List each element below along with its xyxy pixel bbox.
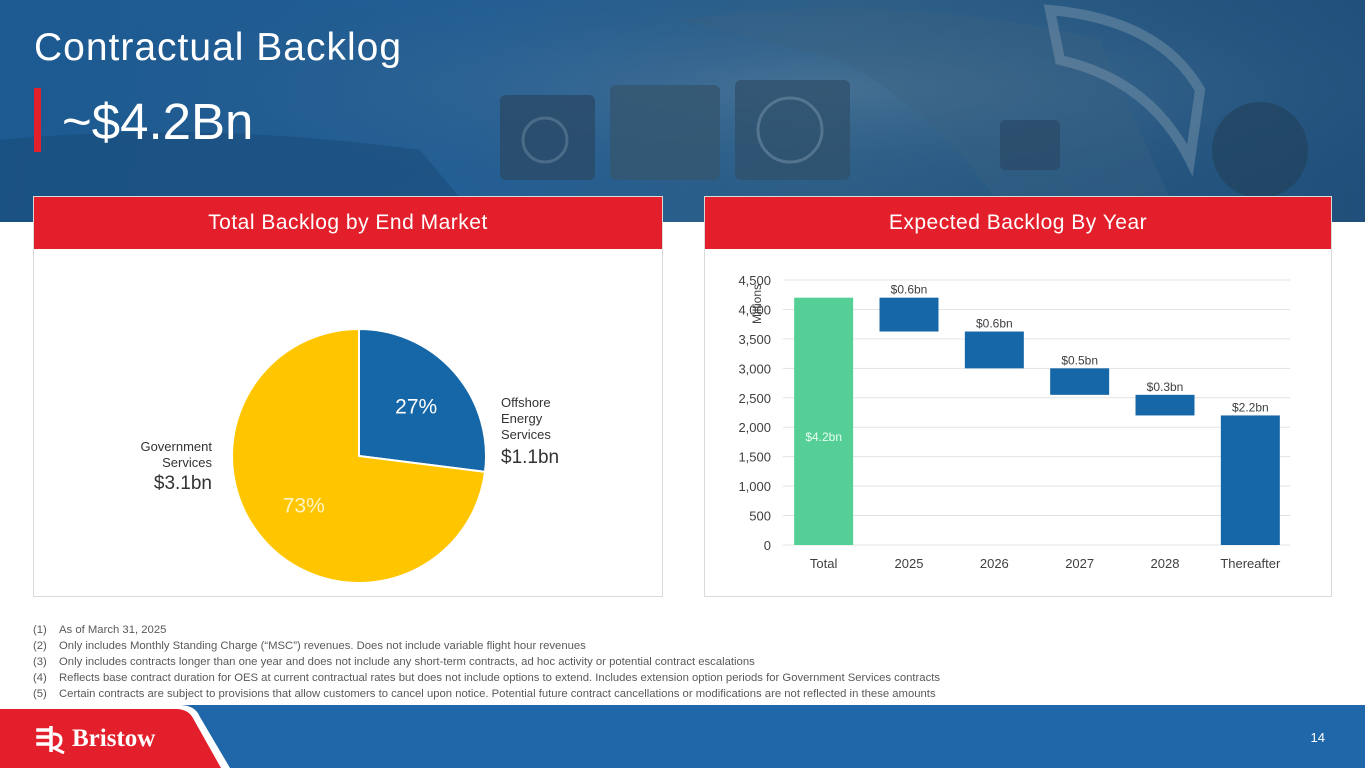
bar <box>794 297 854 545</box>
header-banner <box>0 0 1365 222</box>
y-tick-label: 2,500 <box>738 391 771 406</box>
footnote-text: Certain contracts are subject to provisi… <box>59 688 936 700</box>
bar <box>1135 394 1195 416</box>
y-axis-label: Millions <box>750 284 764 324</box>
offshore-label-line: Offshore <box>501 395 551 410</box>
y-tick-label: 0 <box>764 538 771 553</box>
page-title: Contractual Backlog <box>34 26 403 69</box>
panel-title-end-market: Total Backlog by End Market <box>34 197 662 249</box>
footnote-text: Only includes contracts longer than one … <box>59 656 755 668</box>
footnote: (2) Only includes Monthly Standing Charge… <box>33 638 1233 654</box>
footnote-number: (4) <box>33 672 47 684</box>
bar-data-label: $0.6bn <box>891 283 928 297</box>
footnote-number: (2) <box>33 640 47 652</box>
bristow-logo: Bristow <box>36 724 155 754</box>
bar <box>1220 415 1280 545</box>
title-accent-bar <box>34 88 41 152</box>
bar <box>1050 368 1110 395</box>
page-number: 14 <box>1310 730 1325 745</box>
bar-data-label: $0.5bn <box>1061 353 1098 367</box>
pie-chart: 27% 73% <box>231 327 487 584</box>
backlog-by-year-panel: Expected Backlog By Year 0 500 1,000 1,500 2… <box>704 196 1332 597</box>
bar-data-label: $0.3bn <box>1147 380 1184 394</box>
pie-chart-area: 27% 73% Offshore Energy Services $1.1bn G… <box>34 249 662 597</box>
footnote: (3) Only includes contracts longer than o… <box>33 654 1233 670</box>
x-category-label: Thereafter <box>1220 556 1281 571</box>
government-services-amount: $3.1bn <box>153 473 212 494</box>
y-tick-label: 3,000 <box>738 361 771 376</box>
footnote-number: (1) <box>33 624 47 636</box>
bar-data-label: $0.6bn <box>976 317 1013 331</box>
government-label-line: Government <box>140 439 212 454</box>
footnote: (1) As of March 31, 2025 <box>33 622 1233 638</box>
bar-chart-area: 0 500 1,000 1,500 2,000 2,500 3,000 3,500 4,000 4… <box>705 249 1331 597</box>
x-category-label: 2025 <box>895 556 924 571</box>
x-category-label: Total <box>810 556 838 571</box>
footnotes: (1) As of March 31, 2025 (2) Only includes… <box>33 622 1233 702</box>
pie-slice <box>231 327 487 584</box>
bar <box>879 297 939 332</box>
footnote-text: Only includes Monthly Standing Charge (“… <box>59 640 586 652</box>
waterfall-bar-chart: 0 500 1,000 1,500 2,000 2,500 3,000 3,500 4,000 4… <box>738 273 1290 571</box>
cockpit-background-image <box>0 0 1365 222</box>
pie-percent-label: 27% <box>395 396 437 419</box>
bristow-logo-text: Bristow <box>72 725 156 752</box>
footer-bar <box>0 705 1365 768</box>
x-category-label: 2028 <box>1151 556 1180 571</box>
footer-logo-background <box>0 705 230 768</box>
footnote-number: (3) <box>33 656 47 668</box>
footnote-text: As of March 31, 2025 <box>59 624 167 636</box>
y-tick-label: 2,000 <box>738 420 771 435</box>
y-tick-label: 500 <box>749 509 771 524</box>
y-tick-label: 4,000 <box>738 302 771 317</box>
x-category-label: 2027 <box>1065 556 1094 571</box>
bristow-logo-icon <box>36 726 65 754</box>
y-tick-label: 1,000 <box>738 479 771 494</box>
y-tick-label: 1,500 <box>738 450 771 465</box>
backlog-by-end-market-panel: Total Backlog by End Market 27% 73% Offsh… <box>33 196 663 597</box>
y-tick-label: 4,500 <box>738 273 771 288</box>
bar-data-label: $4.2bn <box>805 430 842 444</box>
footnote-number: (5) <box>33 688 47 700</box>
pie-percent-label: 73% <box>283 495 325 518</box>
y-tick-label: 3,500 <box>738 332 771 347</box>
pie-slice <box>358 327 487 474</box>
government-services-label: Government Services <box>110 439 212 471</box>
backlog-total-value: ~$4.2Bn <box>62 93 254 150</box>
panel-title-by-year: Expected Backlog By Year <box>705 197 1331 249</box>
footnote: (4) Reflects base contract duration for O… <box>33 670 1233 686</box>
bar-data-label: $2.2bn <box>1232 400 1269 414</box>
offshore-label-line: Services <box>501 427 551 442</box>
offshore-label-line: Energy <box>501 411 543 426</box>
footnote-text: Reflects base contract duration for OES … <box>59 672 941 684</box>
offshore-energy-amount: $1.1bn <box>501 447 560 468</box>
bar <box>964 331 1024 369</box>
offshore-energy-label: Offshore Energy Services <box>501 395 551 443</box>
footnote: (5) Certain contracts are subject to prov… <box>33 686 1233 702</box>
government-label-line: Services <box>162 455 212 470</box>
x-category-label: 2026 <box>980 556 1009 571</box>
